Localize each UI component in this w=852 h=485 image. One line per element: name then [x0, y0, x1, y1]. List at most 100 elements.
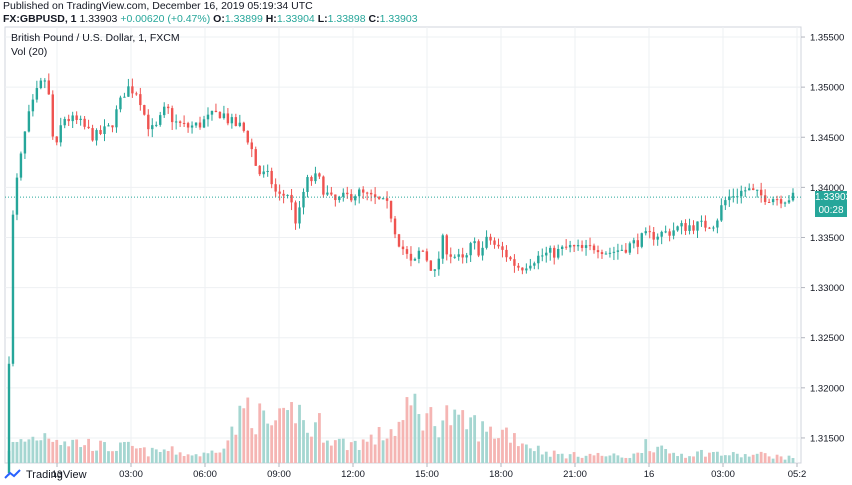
candle-body [636, 240, 639, 247]
volume-bar [465, 429, 469, 463]
volume-bar [154, 449, 158, 463]
volume-bar [612, 453, 616, 463]
volume-bar [409, 405, 413, 463]
candle-body [724, 200, 727, 206]
candle-body [473, 241, 476, 244]
candle-body [302, 191, 305, 208]
y-tick-label: 1.33000 [810, 283, 844, 294]
volume-bar [787, 455, 791, 463]
volume-bar [206, 453, 210, 463]
volume-bar [688, 456, 691, 463]
candle-body [481, 247, 484, 256]
volume-bar [755, 453, 759, 463]
last-price: 1.33903 [79, 13, 118, 25]
volume-bar [91, 450, 94, 463]
open-label: O: [213, 13, 225, 25]
candle-body [238, 122, 242, 126]
volume-bar [783, 459, 787, 463]
price-axis[interactable]: 1.35500 1.35000 1.34500 1.34000 1.33500 1.330… [801, 33, 844, 445]
candle-body [194, 122, 198, 126]
candle-body [584, 245, 588, 248]
candle-body [31, 99, 35, 112]
tradingview-logo-icon [4, 469, 21, 479]
volume-bar [552, 450, 556, 463]
ohlc-legend: FX:GBPUSD, 1 1.33903 +0.00620 (+0.47%) O… [3, 13, 418, 25]
volume-bar [489, 426, 492, 463]
volume-bar [238, 405, 242, 463]
candle-body [365, 192, 369, 194]
candle-body [350, 194, 353, 201]
volume-bar [517, 446, 520, 463]
candle-body [174, 121, 178, 123]
volume-bar [266, 423, 270, 463]
volume-bar [226, 440, 230, 463]
volume-bar [544, 451, 548, 463]
volume-bar [457, 414, 461, 463]
volume-bar [15, 441, 19, 463]
candle-body [393, 218, 397, 235]
candle-body [338, 196, 341, 201]
candle-body [680, 223, 683, 227]
volume-bar [556, 454, 560, 463]
candle-body [178, 121, 182, 123]
candle-body [755, 189, 759, 191]
x-tick-label: 18:00 [489, 469, 513, 480]
volume-bar [600, 455, 604, 463]
volume-bar [739, 457, 743, 463]
volume-bar [258, 403, 262, 463]
volume-bar [361, 439, 365, 463]
candle-body [190, 125, 194, 128]
volume-bar [381, 440, 385, 463]
volume-bar [150, 447, 154, 463]
volume-bar [421, 430, 425, 463]
candle-body [67, 118, 70, 122]
time-axis[interactable]: 13 03:00 06:00 09:00 12:00 15:00 18:00 21:00 16 0… [52, 463, 807, 480]
candle-body [608, 252, 612, 254]
y-tick-label: 1.34000 [810, 183, 844, 194]
candles [7, 73, 795, 476]
volume-bar [79, 447, 83, 463]
volume-bar [262, 410, 266, 463]
volume-bar [107, 451, 110, 463]
volume-bar [282, 407, 285, 463]
candle-body [775, 199, 779, 201]
volume-bar [202, 452, 206, 463]
tradingview-footer[interactable]: TradingView [4, 469, 87, 481]
candle-body [485, 236, 488, 248]
candle-body [286, 194, 289, 196]
volume-bar [170, 446, 174, 463]
volume-bar [775, 454, 779, 463]
volume-bar [278, 408, 282, 463]
candle-body [692, 225, 695, 231]
volume-bar [373, 444, 377, 463]
volume-bar [692, 456, 695, 463]
volume-bar [222, 448, 226, 463]
candle-body [202, 119, 206, 128]
candle-body [545, 252, 548, 256]
volume-bar [708, 452, 711, 463]
candle-body [278, 191, 281, 194]
y-tick-label: 1.33500 [810, 233, 844, 244]
candle-body [656, 236, 659, 240]
candle-body [596, 250, 600, 253]
candle-body [537, 255, 540, 264]
close-value: 1.33903 [379, 13, 418, 25]
volume-bar [186, 454, 190, 463]
volume-bar [95, 450, 98, 463]
grid-lines [5, 27, 801, 463]
volume-bar [166, 451, 170, 463]
volume-bar [509, 442, 512, 463]
price-change: +0.00620 (+0.47%) [120, 13, 211, 25]
candle-body [560, 246, 564, 249]
volume-bar [369, 434, 373, 463]
volume-bar [524, 444, 528, 463]
volume-bar [337, 438, 341, 463]
candle-body [298, 207, 301, 224]
candle-body [226, 113, 230, 124]
candle-body [210, 110, 214, 115]
candle-body [290, 194, 293, 203]
candle-body [771, 199, 775, 203]
volume-bar [138, 448, 142, 463]
volume-bar [142, 447, 146, 463]
